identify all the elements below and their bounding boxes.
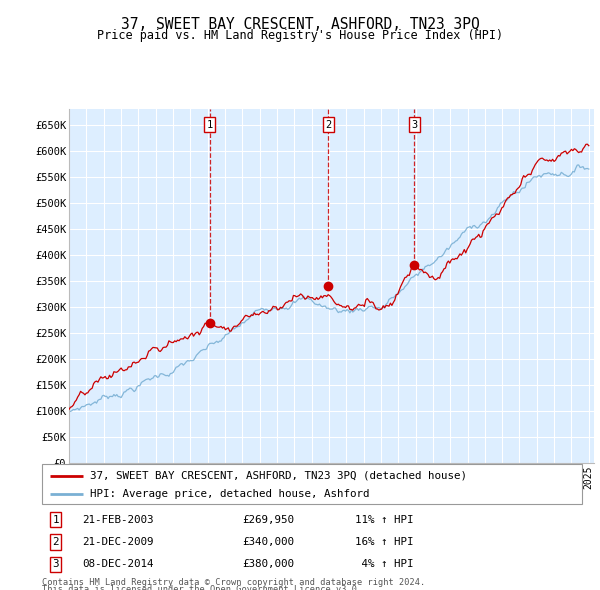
Text: HPI: Average price, detached house, Ashford: HPI: Average price, detached house, Ashf… [89,490,369,499]
Text: Price paid vs. HM Land Registry's House Price Index (HPI): Price paid vs. HM Land Registry's House … [97,30,503,42]
Text: 3: 3 [52,559,59,569]
Text: 11% ↑ HPI: 11% ↑ HPI [355,514,414,525]
Text: 37, SWEET BAY CRESCENT, ASHFORD, TN23 3PQ: 37, SWEET BAY CRESCENT, ASHFORD, TN23 3P… [121,17,479,31]
Text: 2: 2 [325,120,332,130]
Text: 21-DEC-2009: 21-DEC-2009 [83,537,154,547]
Text: 16% ↑ HPI: 16% ↑ HPI [355,537,414,547]
Text: £269,950: £269,950 [242,514,294,525]
Text: 2: 2 [52,537,59,547]
Text: Contains HM Land Registry data © Crown copyright and database right 2024.: Contains HM Land Registry data © Crown c… [42,578,425,587]
Text: 08-DEC-2014: 08-DEC-2014 [83,559,154,569]
FancyBboxPatch shape [42,464,582,504]
Text: 21-FEB-2003: 21-FEB-2003 [83,514,154,525]
Text: £340,000: £340,000 [242,537,294,547]
Text: 1: 1 [206,120,213,130]
Text: 3: 3 [411,120,418,130]
Text: 37, SWEET BAY CRESCENT, ASHFORD, TN23 3PQ (detached house): 37, SWEET BAY CRESCENT, ASHFORD, TN23 3P… [89,471,467,481]
Text: 1: 1 [52,514,59,525]
Text: 4% ↑ HPI: 4% ↑ HPI [355,559,414,569]
Text: £380,000: £380,000 [242,559,294,569]
Text: This data is licensed under the Open Government Licence v3.0.: This data is licensed under the Open Gov… [42,585,362,590]
